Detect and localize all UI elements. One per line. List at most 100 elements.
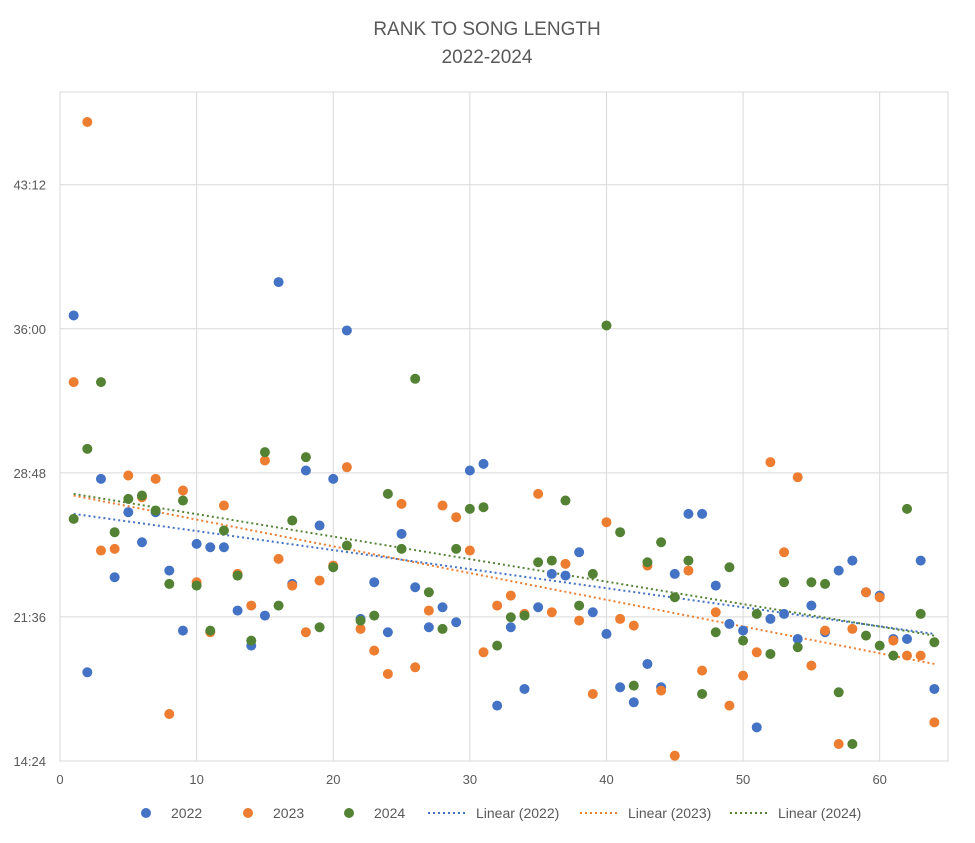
data-point xyxy=(451,543,462,554)
x-tick-label: 60 xyxy=(872,772,886,787)
legend: 2022 2023 2024 Linear (2022) Linear (2023) Li… xyxy=(141,805,861,821)
data-point xyxy=(423,605,434,616)
data-point xyxy=(355,623,366,634)
data-point xyxy=(492,700,503,711)
data-point xyxy=(683,508,694,519)
x-tick-label: 40 xyxy=(599,772,613,787)
data-point xyxy=(150,473,161,484)
data-point xyxy=(341,462,352,473)
data-point xyxy=(697,665,708,676)
data-point xyxy=(833,687,844,698)
data-point xyxy=(464,503,475,514)
data-point xyxy=(287,515,298,526)
data-point xyxy=(820,578,831,589)
data-point xyxy=(656,685,667,696)
data-point xyxy=(164,708,175,719)
axis-labels: 0 10 20 30 40 50 60 14:24 21:36 28:48 36:00 43:12 xyxy=(13,178,886,787)
data-point xyxy=(95,473,106,484)
data-point xyxy=(574,615,585,626)
data-point xyxy=(820,625,831,636)
data-point xyxy=(382,488,393,499)
data-point xyxy=(642,658,653,669)
data-point xyxy=(273,553,284,564)
data-point xyxy=(710,580,721,591)
data-point xyxy=(642,557,653,568)
data-point xyxy=(710,627,721,638)
data-point xyxy=(929,717,940,728)
data-point xyxy=(533,602,544,613)
data-point xyxy=(710,607,721,618)
data-point xyxy=(560,570,571,581)
legend-marker xyxy=(344,808,354,818)
y-tick-label: 14:24 xyxy=(13,754,46,769)
trendline xyxy=(73,494,935,665)
data-point xyxy=(382,668,393,679)
data-point xyxy=(546,555,557,566)
data-point xyxy=(328,562,339,573)
data-point xyxy=(328,473,339,484)
data-point xyxy=(300,452,311,463)
legend-label: 2024 xyxy=(374,805,405,821)
x-tick-label: 0 xyxy=(56,772,63,787)
data-point xyxy=(601,517,612,528)
data-point xyxy=(587,607,598,618)
data-point xyxy=(177,485,188,496)
x-tick-label: 20 xyxy=(326,772,340,787)
data-point xyxy=(669,592,680,603)
data-point xyxy=(300,627,311,638)
data-point xyxy=(68,310,79,321)
data-point xyxy=(902,503,913,514)
data-point xyxy=(123,507,134,518)
data-point xyxy=(505,590,516,601)
data-point xyxy=(232,570,243,581)
data-point xyxy=(615,527,626,538)
data-point xyxy=(861,587,872,598)
data-point xyxy=(765,648,776,659)
data-point xyxy=(628,680,639,691)
data-point xyxy=(574,547,585,558)
data-point xyxy=(792,472,803,483)
data-points xyxy=(68,117,940,761)
data-point xyxy=(191,538,202,549)
data-point xyxy=(669,568,680,579)
y-tick-label: 43:12 xyxy=(13,178,46,193)
data-point xyxy=(109,572,120,583)
data-point xyxy=(929,683,940,694)
data-point xyxy=(902,650,913,661)
data-point xyxy=(369,610,380,621)
data-point xyxy=(751,647,762,658)
legend-marker xyxy=(141,808,151,818)
data-point xyxy=(478,647,489,658)
data-point xyxy=(615,682,626,693)
data-point xyxy=(191,580,202,591)
x-tick-label: 50 xyxy=(736,772,750,787)
data-point xyxy=(779,577,790,588)
data-point xyxy=(314,622,325,633)
data-point xyxy=(519,683,530,694)
data-point xyxy=(246,600,257,611)
data-point xyxy=(847,555,858,566)
data-point xyxy=(683,555,694,566)
legend-label: 2022 xyxy=(171,805,202,821)
legend-label: Linear (2023) xyxy=(628,805,711,821)
data-point xyxy=(218,525,229,536)
data-point xyxy=(765,613,776,624)
data-point xyxy=(533,557,544,568)
data-point xyxy=(218,500,229,511)
y-tick-label: 28:48 xyxy=(13,466,46,481)
data-point xyxy=(423,622,434,633)
data-point xyxy=(451,512,462,523)
data-point xyxy=(287,580,298,591)
data-point xyxy=(833,565,844,576)
data-point xyxy=(68,513,79,524)
data-point xyxy=(464,465,475,476)
data-point xyxy=(847,623,858,634)
data-point xyxy=(669,750,680,761)
chart-subtitle: 2022-2024 xyxy=(442,47,533,68)
data-point xyxy=(396,543,407,554)
data-point xyxy=(601,320,612,331)
data-point xyxy=(724,618,735,629)
data-point xyxy=(560,495,571,506)
